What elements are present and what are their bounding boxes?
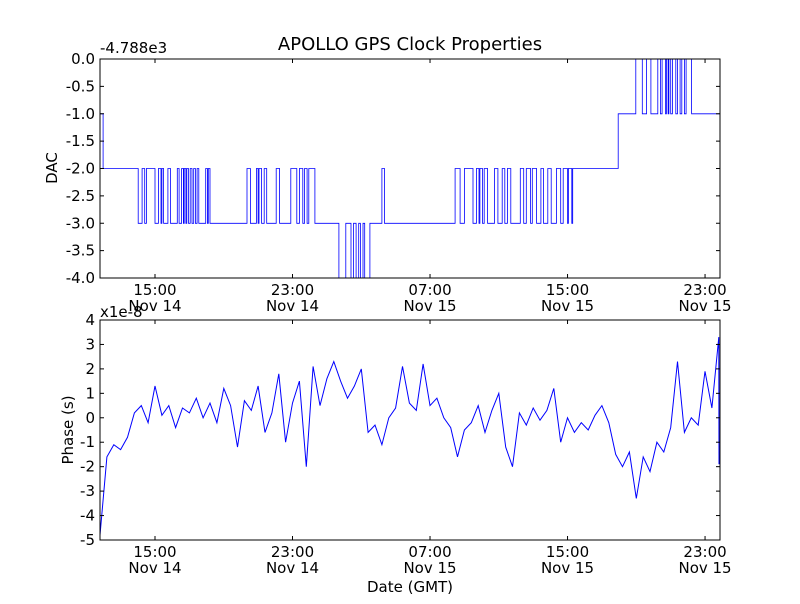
x-tick-label-date: Nov 15 xyxy=(678,559,731,577)
y-tick-label: -3 xyxy=(80,482,95,500)
dac-axes: -4.0 -3.5 -3.0 -2.5 -2.0 -1.5 -1.0 -0.5 0.0 15:00… xyxy=(66,50,732,315)
phase-xlabel: Date (GMT) xyxy=(367,578,453,596)
x-tick-label-date: Nov 14 xyxy=(128,559,181,577)
x-tick-label-time: 15:00 xyxy=(133,543,176,561)
x-tick-label-time: 07:00 xyxy=(408,281,451,299)
x-tick-label-date: Nov 15 xyxy=(678,297,731,315)
x-tick-label-time: 23:00 xyxy=(271,543,314,561)
x-tick-label-time: 15:00 xyxy=(133,281,176,299)
x-tick-label-time: 15:00 xyxy=(546,543,589,561)
x-tick-label-date: Nov 15 xyxy=(541,297,594,315)
y-tick-label: -2.0 xyxy=(66,160,95,178)
y-tick-label: -1.5 xyxy=(66,132,95,150)
x-tick-label-date: Nov 14 xyxy=(128,297,181,315)
phase-series-line xyxy=(100,337,720,536)
y-tick-label: -5 xyxy=(80,531,95,549)
y-tick-label: 0 xyxy=(85,409,95,427)
x-tick-label-time: 23:00 xyxy=(271,281,314,299)
axes-frame xyxy=(99,319,721,541)
y-tick-label: 2 xyxy=(85,360,95,378)
x-tick-label-date: Nov 14 xyxy=(266,297,319,315)
x-tick-label-date: Nov 15 xyxy=(403,297,456,315)
y-tick-label: 0.0 xyxy=(71,50,95,68)
y-tick-label: -2.5 xyxy=(66,187,95,205)
dac-series-line xyxy=(100,58,720,279)
y-tick-label: -1.0 xyxy=(66,105,95,123)
x-tick-label-time: 07:00 xyxy=(408,543,451,561)
y-tick-label: -1 xyxy=(80,433,95,451)
x-tick-label-time: 15:00 xyxy=(546,281,589,299)
chart-title: APOLLO GPS Clock Properties xyxy=(278,34,542,55)
x-tick-label-date: Nov 15 xyxy=(403,559,456,577)
axes-frame xyxy=(99,58,721,279)
y-tick-label: -0.5 xyxy=(66,77,95,95)
x-tick-label-time: 23:00 xyxy=(683,543,726,561)
y-tick-label: -2 xyxy=(80,458,95,476)
y-tick-label: 3 xyxy=(85,335,95,353)
x-tick-label-date: Nov 15 xyxy=(541,559,594,577)
dac-ylabel: DAC xyxy=(43,152,61,184)
phase-offset-text: x1e-8 xyxy=(100,303,143,321)
phase-ylabel: Phase (s) xyxy=(59,395,77,464)
y-tick-label: -3.0 xyxy=(66,214,95,232)
y-tick-label: -4.0 xyxy=(66,269,95,287)
x-tick-label-time: 23:00 xyxy=(683,281,726,299)
y-tick-label: 4 xyxy=(85,311,95,329)
y-tick-label: 1 xyxy=(85,384,95,402)
dac-offset-text: -4.788e3 xyxy=(100,39,167,57)
x-tick-label-date: Nov 14 xyxy=(266,559,319,577)
y-tick-label: -4 xyxy=(80,507,95,525)
y-tick-label: -3.5 xyxy=(66,242,95,260)
